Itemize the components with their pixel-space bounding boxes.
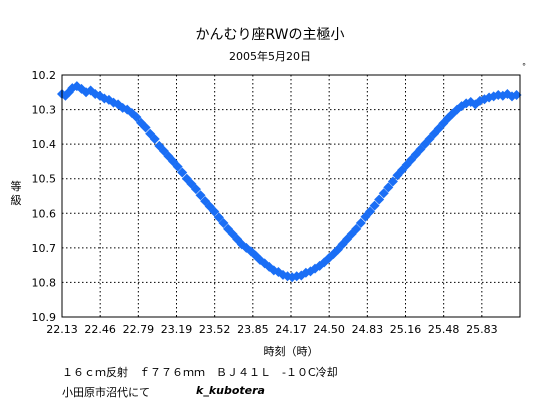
data-point [218,217,229,228]
x-tick-label: 24.50 [313,323,345,336]
data-point [502,89,513,100]
data-point [374,194,385,205]
y-tick-labels: 10.2 10.3 10.4 10.5 10.6 10.7 10.8 10.9 [32,69,57,324]
data-point [355,217,366,228]
x-tick-label: 24.17 [275,323,307,336]
x-axis-label: 時刻（時） [264,344,319,358]
plot-frame [61,74,521,318]
data-point [387,176,398,187]
data-point [172,161,183,172]
y-tick-label: 10.4 [32,138,57,151]
corner-mark: ゜ [523,62,534,75]
x-tick-label: 22.13 [46,323,78,336]
chart-title: かんむり座RWの主極小 [195,27,345,43]
x-tick-label: 22.46 [84,323,116,336]
y-tick-label: 10.9 [32,311,57,324]
x-tick-label: 23.19 [161,323,193,336]
x-tick-label: 25.48 [428,323,460,336]
author-name: k_kubotera [196,384,265,397]
data-point [213,212,224,223]
y-tick-label: 10.8 [32,276,57,289]
data-point [378,188,389,199]
data-point [383,182,394,193]
y-tick-label: 10.3 [32,104,57,117]
data-point [209,206,220,217]
data-point [245,246,256,257]
data-point [195,190,206,201]
x-tick-label: 25.16 [390,323,422,336]
y-axis-label: 等級 [11,179,22,207]
data-point [140,122,151,133]
data-point [177,167,188,178]
data-point [351,223,362,234]
data-point [131,112,142,123]
x-tick-label: 23.85 [237,323,269,336]
data-point [190,184,201,195]
data-points [57,81,522,283]
data-point [149,133,160,144]
y-tick-label: 10.6 [32,207,57,220]
x-tick-label: 25.83 [466,323,498,336]
data-point [365,206,376,217]
grid-lines [62,75,520,317]
chart-subtitle: 2005年5月20日 [229,50,311,63]
equipment-note: １６ｃｍ反射 ｆ７７６ｍｍ ＢＪ４１Ｌ -１０C冷却 [62,366,338,379]
x-tick-label: 22.79 [123,323,155,336]
location-note: 小田原市沼代にて [62,386,150,399]
data-point [369,200,380,211]
x-tick-label: 23.52 [199,323,231,336]
y-tick-label: 10.7 [32,242,57,255]
x-tick-labels: 22.13 22.46 22.79 23.19 23.52 23.85 24.17 24.50… [46,323,497,336]
y-tick-label: 10.5 [32,173,57,186]
data-point [511,90,522,101]
x-tick-label: 24.83 [352,323,384,336]
y-tick-label: 10.2 [32,69,57,82]
